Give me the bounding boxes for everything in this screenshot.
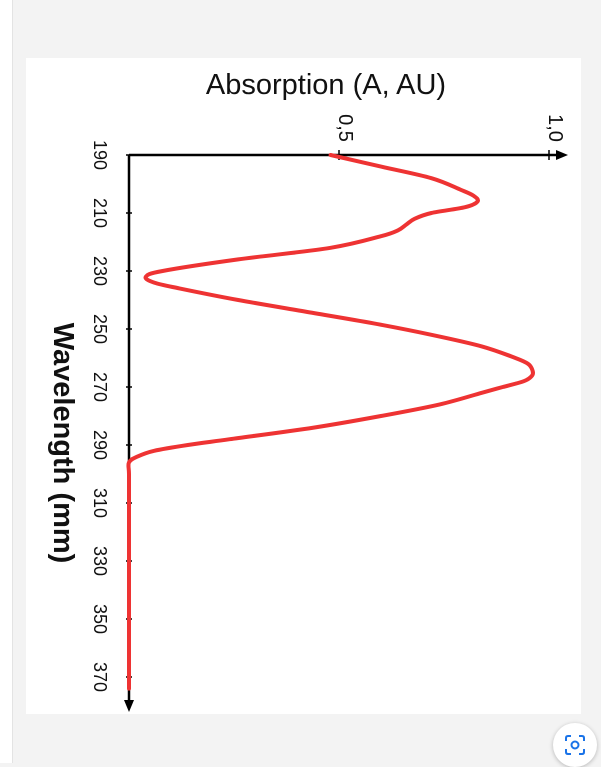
wavelength-tick-label: 350: [90, 604, 110, 634]
chart-ticks: 190 210 230 250 270 290 310 330 350 370 0,5 1,0: [90, 114, 566, 692]
wavelength-tick-label: 290: [90, 430, 110, 460]
chart-series: [126, 153, 535, 691]
google-lens-icon: [565, 735, 585, 755]
wavelength-tick-label: 210: [90, 198, 110, 228]
wavelength-tick-label: 250: [90, 314, 110, 344]
absorption-chart: 190 210 230 250 270 290 310 330 350 370 0,5 1,0 Abs…: [47, 69, 568, 712]
x-axis-label: Wavelength (mm): [47, 323, 79, 564]
wavelength-tick-label: 230: [90, 256, 110, 286]
y-axis-label: Absorption (A, AU): [206, 69, 446, 101]
wavelength-tick-label: 190: [90, 140, 110, 170]
chart-axes: [124, 150, 568, 712]
wavelength-tick-label: 330: [90, 546, 110, 576]
left-panel-edge: [0, 0, 13, 763]
lens-search-button[interactable]: [553, 723, 597, 767]
image-card: 190 210 230 250 270 290 310 330 350 370 0,5 1,0 Abs…: [26, 58, 597, 767]
absorption-tick-label: 1,0: [544, 114, 566, 142]
absorption-spectrum-line: [126, 153, 535, 691]
wavelength-tick-label: 270: [90, 372, 110, 402]
absorption-tick-label: 0,5: [334, 114, 356, 142]
wavelength-tick-label: 310: [90, 488, 110, 518]
chart-labels: Absorption (A, AU) Wavelength (mm): [47, 69, 446, 563]
absorption-axis-arrow: [556, 150, 568, 160]
wavelength-tick-label: 370: [90, 662, 110, 692]
wavelength-axis-arrow: [124, 700, 134, 712]
